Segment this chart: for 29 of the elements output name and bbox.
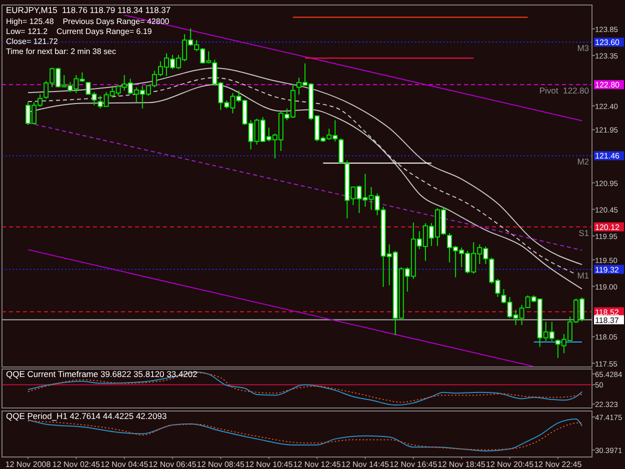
x-tick-label: 12 Nov 16:45	[390, 460, 438, 469]
x-tick-label: 12 Nov 14:45	[341, 460, 390, 469]
chart-title: QQE Period_H1 42.7614 44.4225 42.2093	[6, 411, 167, 421]
ref-line-label: 118.37	[595, 316, 620, 325]
ref-line-label: 118.52	[595, 308, 620, 317]
x-tick-label: 12 Nov 02:45	[52, 460, 101, 469]
x-tick-label: 12 Nov 2008	[5, 460, 52, 469]
annotation: M2	[577, 156, 590, 167]
annotation: S1	[578, 228, 590, 238]
x-tick-label: 12 Nov 10:45	[245, 460, 294, 469]
x-tick-label: 12 Nov 22:45	[534, 460, 582, 469]
x-tick-label: 12 Nov 18:45	[438, 460, 486, 469]
annotation: M1	[577, 270, 590, 280]
x-tick-label: 12 Nov 08:45	[196, 460, 246, 469]
annotation: Time for next bar: 2 min 38 sec	[6, 47, 116, 56]
ref-line-label: 119.32	[595, 265, 620, 274]
ref-line-label: 120.12	[595, 222, 620, 232]
ref-line-label: 121.46	[595, 152, 620, 161]
x-tick-label: 12 Nov 20:45	[486, 460, 534, 469]
ref-line-label: 123.60	[595, 38, 620, 48]
annotation: M3	[577, 43, 590, 54]
annotation: Close= 121.72	[6, 37, 58, 46]
x-tick-label: 12 Nov 04:45	[100, 460, 149, 469]
chart-title: EURJPY,M15 118.76 118.79 118.34 118.37	[6, 5, 171, 15]
ref-line-label: 122.80	[595, 80, 620, 90]
x-tick-label: 12 Nov 06:45	[148, 460, 197, 469]
annotation: Low= 121.2 Current Days Range= 6.19	[6, 27, 152, 36]
annotation: Pivot 122.80	[539, 86, 590, 96]
x-tick-label: 12 Nov 12:45	[293, 460, 342, 469]
